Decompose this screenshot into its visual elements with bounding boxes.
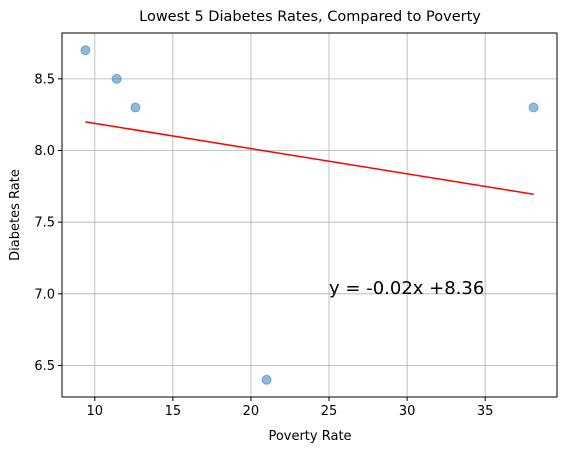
regression-equation: y = -0.02x +8.36 [329, 278, 484, 299]
plot-frame [61, 32, 558, 398]
data-point [130, 102, 141, 113]
y-axis-label: Diabetes Rate [8, 169, 23, 261]
x-tick-label: 15 [165, 404, 182, 419]
x-tick-label: 35 [477, 404, 494, 419]
y-tick-label: 6.5 [34, 359, 55, 374]
y-tick-label: 7.0 [34, 287, 55, 302]
x-axis-ticks: 10 15 20 25 30 35 [87, 397, 494, 419]
data-point [261, 374, 272, 385]
y-tick-label: 7.5 [34, 216, 55, 231]
x-tick-label: 20 [243, 404, 260, 419]
x-tick-label: 30 [399, 404, 416, 419]
x-axis-label: Poverty Rate [268, 429, 351, 444]
data-points [80, 45, 539, 385]
grid [62, 33, 557, 397]
y-axis-ticks: 6.5 7.0 7.5 8.0 8.5 [34, 72, 62, 374]
regression-line [85, 121, 534, 195]
data-point [528, 102, 539, 113]
x-tick-label: 10 [87, 404, 104, 419]
y-tick-label: 8.0 [34, 144, 55, 159]
x-tick-label: 25 [321, 404, 338, 419]
data-point [111, 73, 122, 84]
data-point [80, 45, 91, 56]
y-tick-label: 8.5 [34, 72, 55, 87]
chart-title: Lowest 5 Diabetes Rates, Compared to Pov… [139, 9, 481, 25]
regression-layer [85, 121, 534, 195]
